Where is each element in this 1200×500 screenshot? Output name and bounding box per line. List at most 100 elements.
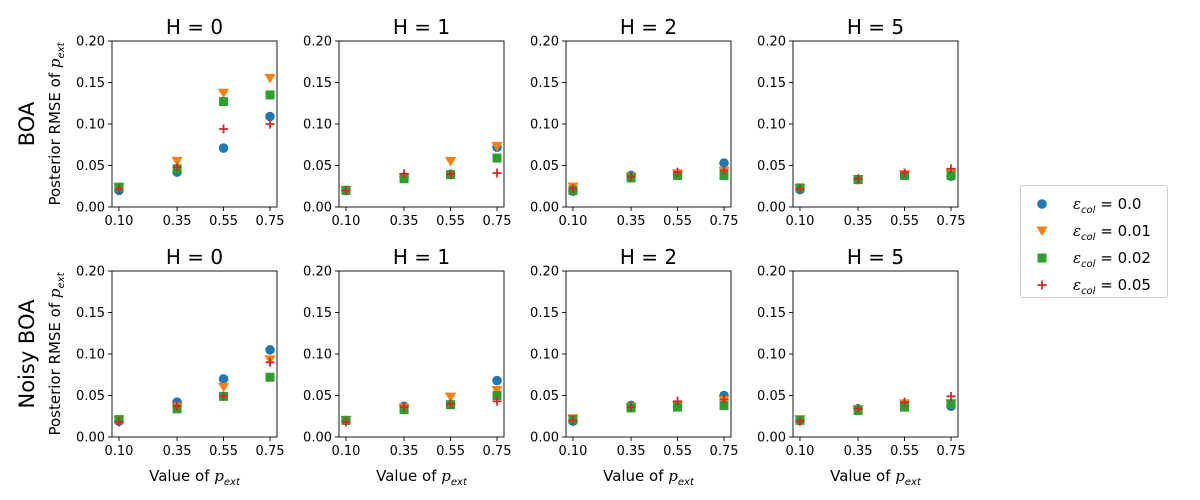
y-tick-label: 0.15 — [76, 306, 105, 321]
panel-title: H = 5 — [847, 15, 904, 39]
data-point-s3-x3 — [946, 164, 956, 174]
legend-marker-shape-0 — [1037, 199, 1047, 209]
x-axis-label: Value of pext — [603, 467, 695, 488]
y-tick-label: 0.20 — [530, 265, 559, 280]
y-tick-label: 0.00 — [303, 431, 332, 446]
data-point-s3-x3 — [946, 391, 956, 401]
data-point-s0-x3 — [492, 375, 502, 386]
x-tick-label: 0.35 — [617, 214, 646, 229]
x-tick-label: 0.55 — [890, 444, 919, 459]
data-point-s1-x3 — [491, 141, 503, 152]
x-tick-label: 0.55 — [436, 444, 465, 459]
axes-frame — [338, 270, 505, 438]
x-tick-label: 0.35 — [163, 214, 192, 229]
y-tick-label: 0.20 — [757, 265, 786, 280]
x-tick-label: 0.55 — [209, 214, 238, 229]
x-tick-label: 0.55 — [663, 214, 692, 229]
panel-title: H = 0 — [166, 15, 223, 39]
data-point-s3-x3 — [492, 168, 502, 178]
x-tick-label: 0.10 — [331, 444, 360, 459]
legend-marker-shape-3 — [1037, 280, 1047, 290]
data-point-s2-x2 — [673, 402, 683, 412]
row-label-0: BOA — [15, 101, 39, 146]
data-point-s3-x3 — [265, 357, 275, 367]
data-point-s0-x3 — [719, 158, 729, 168]
legend-marker-plus — [1037, 280, 1047, 290]
data-point-s3-x0 — [114, 417, 124, 427]
x-tick-label: 0.75 — [937, 214, 966, 229]
legend-marker-shape-1 — [1036, 226, 1048, 237]
data-point-s3-x1 — [172, 401, 182, 411]
y-tick-label: 0.05 — [303, 159, 332, 174]
x-tick-label: 0.10 — [558, 214, 587, 229]
axes-frame — [565, 40, 732, 208]
data-point-s3-x2 — [446, 169, 456, 179]
x-tick-label: 0.55 — [436, 214, 465, 229]
panel-0-2: H = 2 0.00 0.05 0.10 0.15 0.20 0.10 0.35 0.55 0.7… — [530, 15, 738, 229]
legend-item-3: εcol = 0.05 — [1021, 275, 1167, 297]
x-tick-label: 0.35 — [390, 444, 419, 459]
data-point-s3-x2 — [219, 124, 229, 134]
data-point-s1-x2 — [444, 392, 457, 403]
x-tick-label: 0.55 — [209, 444, 238, 459]
data-point-s0-x2 — [218, 374, 229, 384]
legend-marker-shape-2 — [1037, 253, 1047, 263]
y-tick-label: 0.10 — [303, 348, 332, 363]
data-point-s1-x2 — [217, 382, 230, 393]
data-point-s3-x3 — [492, 396, 502, 406]
x-tick-label: 0.10 — [785, 444, 814, 459]
y-tick-label: 0.10 — [530, 118, 559, 133]
panel-title: H = 1 — [393, 245, 450, 269]
data-point-s0-x3 — [265, 345, 275, 355]
legend-label: εcol = 0.02 — [1073, 249, 1151, 270]
panel-0-1: H = 1 0.00 0.05 0.10 0.15 0.20 0.10 0.35 0.55 0.7… — [303, 15, 511, 229]
x-axis-label: Value of pext — [149, 467, 241, 488]
data-point-s3-x1 — [399, 402, 409, 412]
data-point-s3-x1 — [172, 162, 182, 172]
data-point-s2-x3 — [492, 391, 502, 400]
y-axis-label: Posterior RMSE of pext — [46, 271, 67, 435]
x-axis-label: Value of pext — [830, 467, 922, 488]
data-point-s0-x2 — [218, 143, 229, 153]
data-point-s3-x0 — [341, 417, 351, 427]
x-tick-label: 0.75 — [483, 214, 512, 229]
y-tick-label: 0.10 — [757, 348, 786, 363]
axes-frame — [792, 270, 959, 438]
data-point-s3-x0 — [795, 416, 805, 426]
x-tick-label: 0.35 — [163, 444, 192, 459]
x-tick-label: 0.10 — [331, 214, 360, 229]
y-tick-label: 0.05 — [303, 389, 332, 404]
data-point-s3-x1 — [853, 174, 863, 184]
y-tick-label: 0.10 — [530, 348, 559, 363]
row-label-1: Noisy BOA — [15, 299, 39, 409]
x-axis-label: Value of pext — [376, 467, 468, 488]
data-point-s3-x2 — [219, 391, 229, 401]
legend-marker-square — [1037, 253, 1047, 263]
y-tick-label: 0.10 — [76, 348, 105, 363]
x-tick-label: 0.35 — [390, 214, 419, 229]
data-point-s2-x3 — [946, 170, 956, 180]
data-point-s2-x2 — [900, 402, 910, 412]
axes-frame — [111, 40, 278, 208]
data-point-s3-x0 — [568, 415, 578, 425]
y-tick-label: 0.05 — [76, 389, 105, 404]
y-tick-label: 0.15 — [757, 306, 786, 321]
y-tick-label: 0.20 — [76, 35, 105, 50]
x-tick-label: 0.75 — [710, 214, 739, 229]
y-tick-label: 0.20 — [76, 265, 105, 280]
x-tick-label: 0.35 — [617, 444, 646, 459]
data-point-s3-x3 — [719, 165, 729, 175]
y-tick-label: 0.05 — [530, 389, 559, 404]
panel-0-0: H = 0 0.00 0.05 0.10 0.15 0.20 0.10 0.35 0.55 0.7… — [46, 15, 285, 229]
panel-0-3: H = 5 0.00 0.05 0.10 0.15 0.20 0.10 0.35 0.55 0.7… — [757, 15, 965, 229]
data-point-s3-x0 — [341, 185, 351, 195]
row-labels: BOA Noisy BOA — [15, 101, 39, 408]
x-tick-label: 0.75 — [256, 444, 285, 459]
y-tick-label: 0.10 — [757, 118, 786, 133]
data-point-s0-x3 — [265, 111, 275, 122]
data-point-s3-x3 — [719, 395, 729, 405]
axes-frame — [565, 270, 732, 438]
data-point-s2-x3 — [492, 153, 502, 163]
data-point-s3-x2 — [900, 168, 910, 178]
y-tick-label: 0.00 — [530, 431, 559, 446]
